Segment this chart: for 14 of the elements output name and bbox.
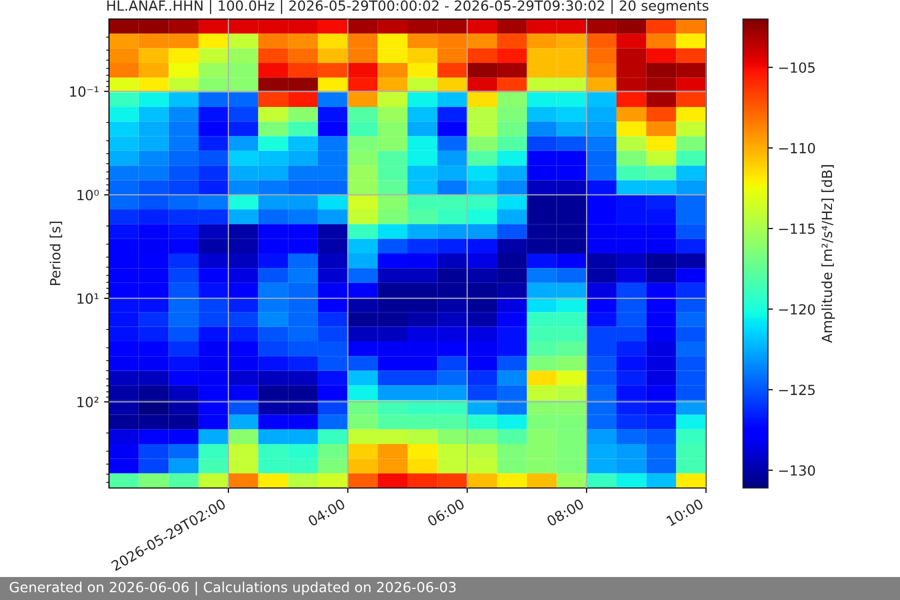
y-tick-label: 10¹ xyxy=(78,293,99,304)
color-bar-label: −125 xyxy=(779,384,815,396)
y-tick-label: 10² xyxy=(78,396,98,408)
chart-title: HL.ANAF..HHN | 100.0Hz | 2026-05-29T00:00:02 - 2026-05-29T09:30:02 | 20 segments xyxy=(107,0,708,14)
color-bar-label: −115 xyxy=(779,224,815,234)
color-bar-label: −120 xyxy=(779,304,815,315)
text: Generated on 2026-06-06 | Calculations updated on 2026-06-03 xyxy=(10,582,456,596)
y-axis-title: Period [s] xyxy=(50,222,62,286)
color-bar-label: −110 xyxy=(779,142,815,154)
color-bar-label: −130 xyxy=(779,465,815,476)
y-tick-label: 10⁰ xyxy=(78,190,99,200)
color-bar-label: −105 xyxy=(779,62,815,73)
color-bar-title: Amplitude [m²/s⁴/Hz] [dB] xyxy=(821,165,835,343)
y-tick-label: 10⁻¹ xyxy=(70,86,99,97)
